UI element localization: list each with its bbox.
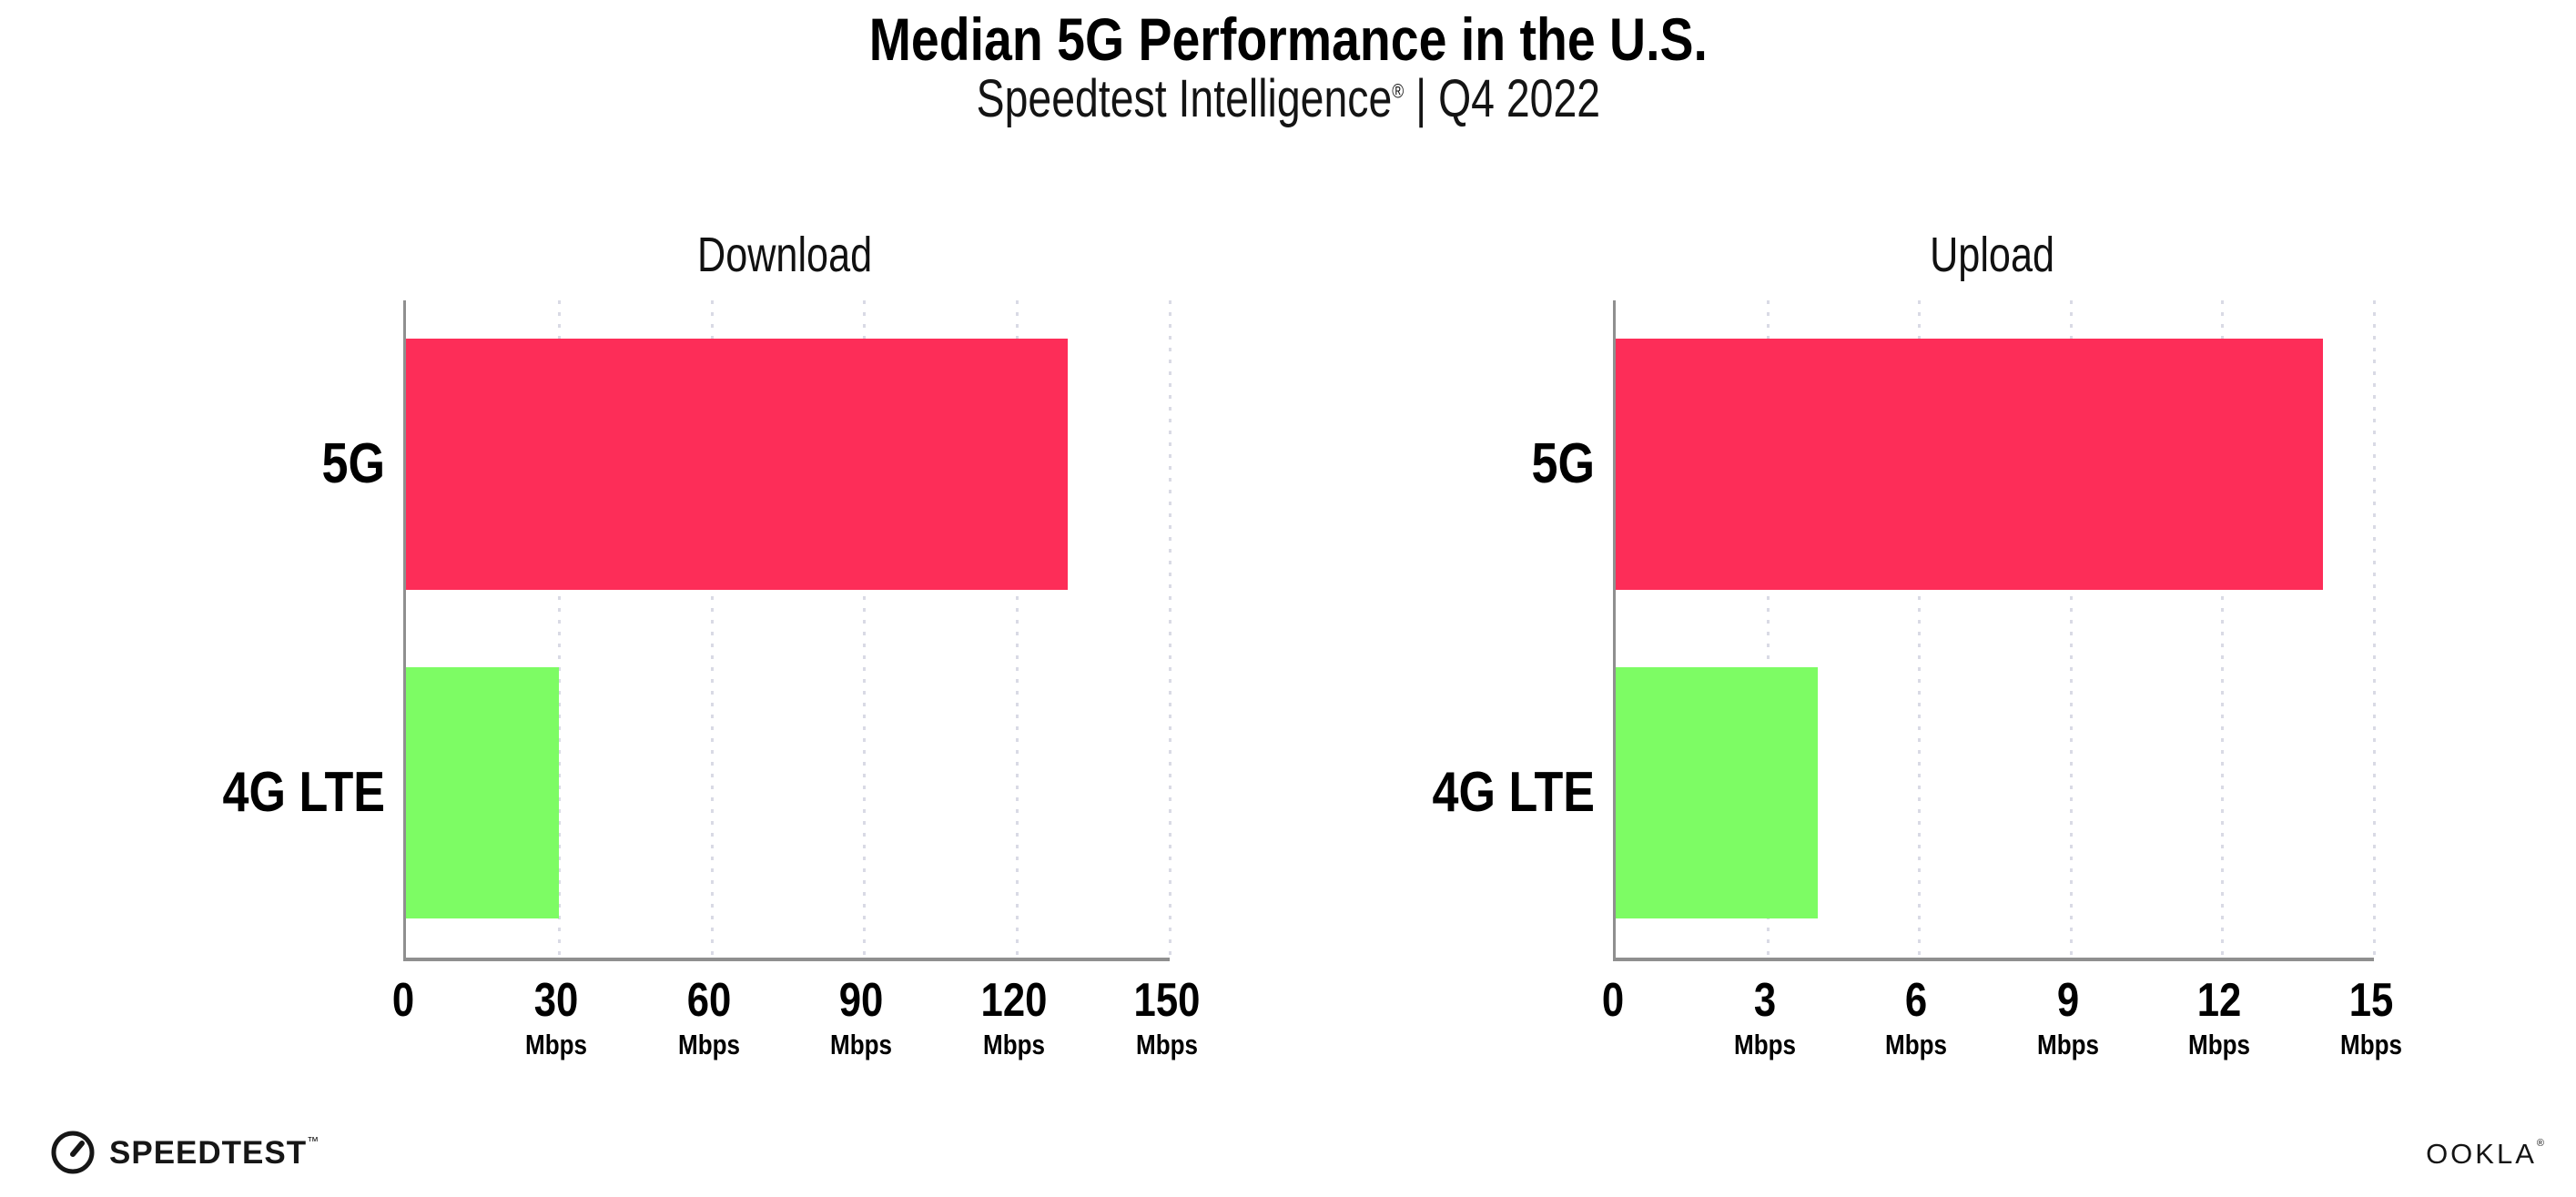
download-category-axis: 5G 4G LTE: [112, 300, 385, 958]
bar-4g-lte: [1616, 667, 1819, 918]
subtitle-separator: |: [1403, 69, 1438, 128]
gridline-120: [1016, 300, 1019, 958]
x-tick-unit: Mbps: [677, 1029, 740, 1060]
gridline-90: [863, 300, 867, 958]
x-tick-value: 12: [2197, 974, 2242, 1027]
x-tick-150: 150 Mbps: [1128, 974, 1207, 1063]
x-tick-90: 90 Mbps: [825, 974, 898, 1063]
gridline-60: [710, 300, 714, 958]
x-tick-unit: Mbps: [830, 1029, 893, 1060]
x-tick-unit: Mbps: [524, 1029, 587, 1060]
x-tick-120: 120 Mbps: [975, 974, 1054, 1063]
gridline-3: [1766, 300, 1770, 958]
gridline-30: [557, 300, 561, 958]
x-tick-value: 120: [980, 974, 1048, 1027]
category-label-4g-lte: 4G LTE: [1432, 761, 1595, 824]
upload-plot-area: [1613, 300, 2376, 961]
gridline-15: [2373, 300, 2376, 958]
x-tick-unit: Mbps: [2340, 1029, 2402, 1060]
gridline-12: [2221, 300, 2225, 958]
bar-5g: [1616, 339, 2324, 590]
x-tick-unit: Mbps: [2036, 1029, 2099, 1060]
gridline-150: [1169, 300, 1171, 958]
x-tick-12: 12 Mbps: [2183, 974, 2257, 1063]
trademark-mark: ™: [307, 1133, 319, 1148]
download-x-axis: 0 30 Mbps 60 Mbps 90 Mbps 120 Mbps 150 Mbps: [392, 958, 1201, 1094]
gridline-6: [1918, 300, 1922, 958]
download-plot-area: [403, 300, 1171, 961]
category-label-5g: 5G: [321, 432, 385, 495]
x-tick-6: 6 Mbps: [1880, 974, 1953, 1063]
x-tick-value: 90: [839, 974, 884, 1027]
x-tick-value: 9: [2056, 974, 2079, 1027]
x-tick-value: 150: [1133, 974, 1201, 1027]
upload-x-axis: 0 3 Mbps 6 Mbps 9 Mbps 12 Mbps 15 Mbps: [1602, 958, 2402, 1094]
download-chart: Download 5G 4G LTE 0 30 Mbps 60 Mbps 90 Mbps 12…: [112, 228, 1201, 1101]
ookla-label: OOKLA: [2426, 1138, 2537, 1170]
x-tick-unit: Mbps: [983, 1029, 1046, 1060]
gridline-9: [2069, 300, 2073, 958]
x-tick-unit: Mbps: [1733, 1029, 1796, 1060]
download-chart-title: Download: [403, 228, 1167, 282]
x-tick-0: 0: [1600, 974, 1627, 1027]
ookla-logo: OOKLA®: [2426, 1138, 2547, 1170]
speedtest-label: SPEEDTEST: [109, 1134, 308, 1171]
x-tick-3: 3 Mbps: [1728, 974, 1801, 1063]
x-tick-value: 15: [2348, 974, 2394, 1027]
page-title: Median 5G Performance in the U.S.: [0, 9, 2576, 69]
header: Median 5G Performance in the U.S. Speedt…: [0, 0, 2576, 127]
x-tick-value: 6: [1905, 974, 1928, 1027]
ookla-registered-mark: ®: [2536, 1138, 2547, 1149]
x-tick-unit: Mbps: [2188, 1029, 2251, 1060]
subtitle-brand: Speedtest Intelligence: [976, 69, 1392, 128]
page-subtitle: Speedtest Intelligence® | Q4 2022: [0, 71, 2576, 127]
bar-5g: [406, 339, 1069, 590]
x-tick-value: 3: [1753, 974, 1776, 1027]
x-tick-value: 60: [686, 974, 731, 1027]
upload-chart-title-text: Upload: [1930, 228, 2054, 282]
x-tick-value: 0: [1601, 974, 1625, 1027]
x-tick-9: 9 Mbps: [2031, 974, 2104, 1063]
page-title-text: Median 5G Performance in the U.S.: [868, 5, 1708, 73]
category-label-5g: 5G: [1531, 432, 1595, 495]
subtitle-period: Q4 2022: [1437, 69, 1600, 128]
upload-chart-title: Upload: [1613, 228, 2371, 282]
x-tick-15: 15 Mbps: [2335, 974, 2409, 1063]
bar-4g-lte: [406, 667, 559, 918]
download-chart-title-text: Download: [697, 228, 873, 282]
speedtest-logo: SPEEDTEST™: [49, 1129, 319, 1176]
x-tick-60: 60 Mbps: [672, 974, 745, 1063]
x-tick-0: 0: [390, 974, 417, 1027]
gauge-icon: [51, 1131, 95, 1174]
category-label-4g-lte: 4G LTE: [222, 761, 385, 824]
upload-category-axis: 5G 4G LTE: [1322, 300, 1595, 958]
x-tick-value: 0: [391, 974, 415, 1027]
subtitle-text: Speedtest Intelligence® | Q4 2022: [976, 71, 1599, 127]
x-tick-value: 30: [533, 974, 579, 1027]
x-tick-unit: Mbps: [1135, 1029, 1198, 1060]
speedtest-wordmark: SPEEDTEST™: [109, 1133, 319, 1171]
x-tick-unit: Mbps: [1885, 1029, 1948, 1060]
registered-mark: ®: [1391, 79, 1404, 103]
x-tick-30: 30 Mbps: [519, 974, 593, 1063]
upload-chart: Upload 5G 4G LTE 0 3 Mbps 6 Mbps 9 Mbps 12 Mbps 1…: [1322, 228, 2402, 1101]
